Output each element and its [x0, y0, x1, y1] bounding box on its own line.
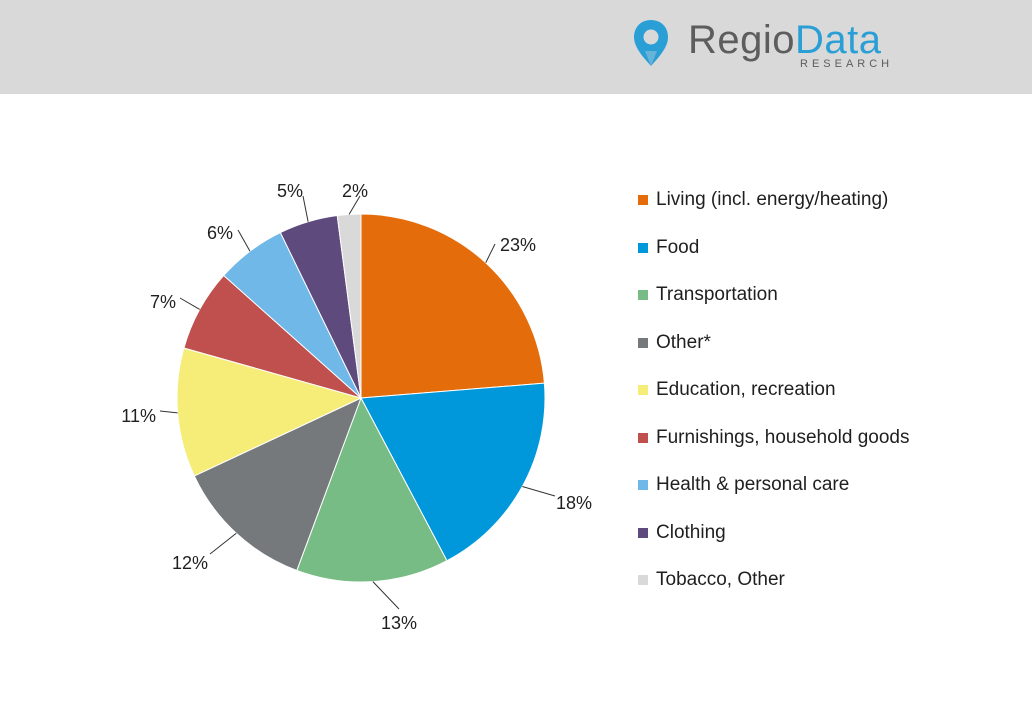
legend-swatch: [638, 527, 648, 538]
legend-item-5: Furnishings, household goods: [638, 426, 938, 474]
legend-label: Health & personal care: [656, 474, 850, 495]
legend-label: Food: [656, 236, 700, 258]
pie-slice-8: [336, 213, 362, 399]
legend-label: Tobacco, Other: [656, 569, 785, 590]
regiodata-logo: RegioData RESEARCH: [632, 16, 902, 72]
slice-percent-label-0: 23%: [500, 235, 536, 255]
header-bar: RegioData RESEARCH: [0, 0, 1032, 94]
leader-line-2: [372, 581, 400, 610]
legend-label: Education, recreation: [656, 379, 836, 400]
leader-line-0: [485, 243, 496, 263]
slice-percent-label-6: 6%: [207, 223, 233, 243]
leader-line-3: [209, 532, 237, 555]
legend-label: Transportation: [656, 284, 778, 305]
pie-slice-1: [360, 382, 546, 562]
legend-item-1: Food: [638, 236, 938, 284]
leader-line-8: [348, 195, 361, 215]
slice-percent-label-8: 2%: [342, 181, 368, 201]
leader-line-5: [179, 297, 200, 310]
pie-chart: 23% 18% 13% 12% 11% 7% 6% 5% 2%: [121, 181, 592, 633]
logo-word-data: Data: [795, 18, 882, 62]
legend-swatch: [638, 575, 648, 585]
legend-swatch: [638, 195, 648, 205]
legend-label: Living (incl. energy/heating): [656, 189, 889, 210]
chart-legend: Living (incl. energy/heating) Food Transpo…: [638, 188, 938, 616]
legend-item-3: Other*: [638, 331, 938, 379]
legend-label: Other*: [656, 331, 711, 353]
legend-swatch: [638, 290, 648, 300]
legend-item-2: Transportation: [638, 283, 938, 331]
pie-slice-0: [360, 213, 545, 399]
leader-line-4: [159, 410, 178, 414]
legend-item-4: Education, recreation: [638, 378, 938, 426]
leader-line-6: [237, 229, 251, 252]
slice-percent-label-1: 18%: [556, 493, 592, 513]
leader-line-7: [302, 195, 309, 222]
legend-item-6: Health & personal care: [638, 473, 938, 521]
slice-percent-label-7: 5%: [277, 181, 303, 201]
slice-percent-label-2: 13%: [381, 613, 417, 633]
legend-swatch: [638, 337, 648, 348]
logo-subtitle: RESEARCH: [800, 58, 894, 70]
slice-percent-label-3: 12%: [172, 553, 208, 573]
legend-label: Clothing: [656, 521, 726, 543]
location-pin-icon: [634, 20, 668, 66]
legend-swatch: [638, 385, 648, 395]
legend-item-7: Clothing: [638, 521, 938, 569]
legend-label: Furnishings, household goods: [656, 426, 910, 448]
slice-percent-label-5: 7%: [150, 292, 176, 312]
leader-line-1: [522, 486, 556, 497]
logo-wordmark: RegioData: [688, 16, 882, 64]
legend-item-8: Tobacco, Other: [638, 568, 938, 616]
legend-swatch: [638, 432, 648, 443]
slice-percent-label-4: 11%: [121, 406, 156, 426]
legend-swatch: [638, 242, 648, 253]
logo-word-regio: Regio: [688, 18, 796, 62]
pie-slice-3: [193, 397, 362, 572]
legend-swatch: [638, 480, 648, 490]
legend-item-0: Living (incl. energy/heating): [638, 188, 938, 236]
